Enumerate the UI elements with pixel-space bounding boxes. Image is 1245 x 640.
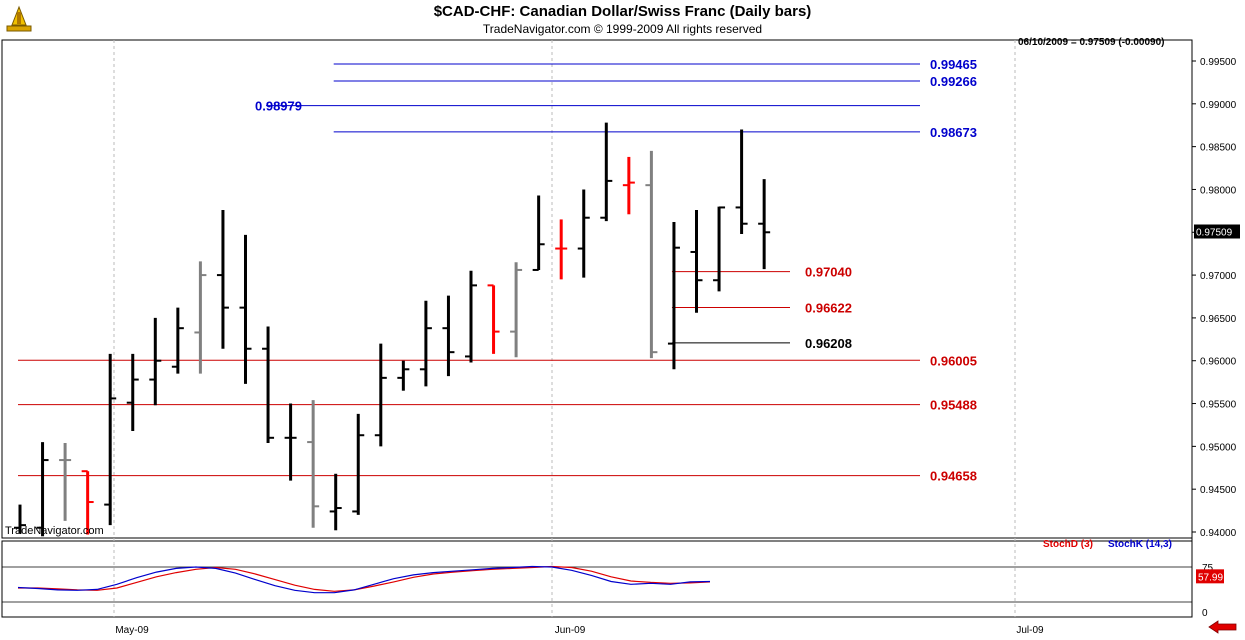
- ohlc-bar: [735, 129, 748, 234]
- y-tick-label: 0.94000: [1200, 528, 1237, 539]
- indicator-pane-frame: [1, 540, 1193, 618]
- legend-stochk: StochK (14,3): [1108, 539, 1172, 550]
- ohlc-bar: [171, 307, 184, 374]
- ohlc-bar: [397, 360, 410, 391]
- ohlc-bar: [667, 221, 680, 370]
- ohlc-bar: [510, 262, 523, 358]
- last-price-label: 0.97509: [1196, 228, 1233, 239]
- copyright-subtitle: TradeNavigator.com © 1999-2009 All right…: [482, 22, 763, 36]
- ohlc-bar: [690, 210, 703, 313]
- ohlc-bar: [239, 234, 252, 384]
- y-tick-label: 0.96000: [1200, 357, 1237, 368]
- level-label: 0.96622: [805, 300, 852, 315]
- ohlc-bar: [194, 261, 207, 374]
- ohlc-bar: [758, 179, 771, 270]
- y-tick-label: 0.97000: [1200, 271, 1237, 282]
- level-label: 0.98673: [930, 125, 977, 140]
- stoch-tick-label: 0: [1202, 608, 1208, 619]
- level-label: 0.98979: [255, 99, 302, 114]
- stoch-last-box: [1196, 569, 1224, 584]
- ohlc-bar: [104, 353, 117, 526]
- watermark: TradeNavigator.com: [5, 525, 104, 537]
- stoch-last-label: 57.99: [1198, 572, 1223, 583]
- stoch-series-line: [17, 565, 711, 594]
- ohlc-bar: [36, 442, 49, 537]
- ohlc-bar: [149, 317, 162, 406]
- ohlc-bar: [555, 219, 568, 280]
- x-tick-label: Jul-09: [1016, 625, 1044, 636]
- ohlc-bar: [352, 413, 365, 515]
- ohlc-bar: [532, 195, 545, 271]
- level-label: 0.96005: [930, 353, 977, 368]
- legend-stochd: StochD (3): [1043, 539, 1093, 550]
- y-tick-label: 0.94500: [1200, 485, 1237, 496]
- y-tick-label: 0.96500: [1200, 314, 1237, 325]
- y-tick-label: 0.98500: [1200, 143, 1237, 154]
- y-tick-label: 0.99000: [1200, 100, 1237, 111]
- y-tick-label: 0.95000: [1200, 442, 1237, 453]
- stoch-series-line: [18, 565, 711, 592]
- ohlc-bar: [329, 473, 342, 531]
- y-tick-label: 0.95500: [1200, 400, 1237, 411]
- level-label: 0.99465: [930, 57, 977, 72]
- ohlc-bar: [465, 270, 477, 363]
- stoch-tick-label: 75: [1202, 563, 1214, 574]
- ohlc-bar: [419, 300, 432, 387]
- ohlc-bar: [713, 206, 726, 292]
- ohlc-bar: [374, 343, 387, 447]
- ohlc-bar: [126, 353, 139, 431]
- ohlc-bar: [487, 284, 500, 354]
- price-pane-frame: [1, 39, 1193, 539]
- ohlc-bar: [442, 295, 455, 377]
- level-label: 0.94658: [930, 469, 977, 484]
- ohlc-bar: [600, 122, 613, 222]
- app-logo-icon[interactable]: [4, 4, 34, 39]
- level-label: 0.99266: [930, 74, 977, 89]
- ohlc-bar: [307, 400, 320, 528]
- chart-title: $CAD-CHF: Canadian Dollar/Swiss Franc (D…: [433, 3, 812, 20]
- y-tick-label: 0.99500: [1200, 57, 1237, 68]
- ohlc-bar: [577, 189, 590, 278]
- ohlc-bar: [284, 403, 297, 481]
- x-tick-label: May-09: [115, 625, 149, 636]
- x-tick-label: Jun-09: [555, 625, 586, 636]
- ohlc-bar: [81, 470, 94, 535]
- last-price-box: [1194, 224, 1240, 239]
- ohlc-bar: [216, 210, 229, 349]
- price-readout: 06/10/2009 = 0.97509 (-0.00090): [1018, 37, 1165, 48]
- ohlc-bar: [622, 156, 635, 215]
- ohlc-bar: [645, 150, 658, 359]
- ohlc-bar: [59, 442, 72, 521]
- scroll-left-arrow-icon[interactable]: [1208, 620, 1238, 639]
- level-label: 0.97040: [805, 265, 852, 280]
- level-label: 0.95488: [930, 398, 977, 413]
- ohlc-bar: [262, 326, 275, 443]
- level-label: 0.96208: [805, 336, 852, 351]
- ohlc-bar: [14, 504, 26, 534]
- y-tick-label: 0.98000: [1200, 185, 1237, 196]
